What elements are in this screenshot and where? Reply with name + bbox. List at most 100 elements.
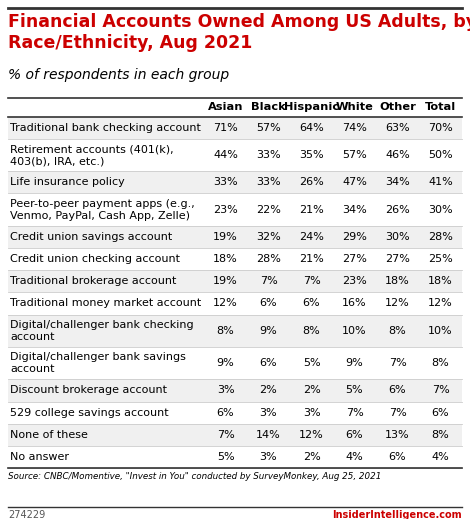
Bar — [8, 424, 462, 446]
Text: 7%: 7% — [217, 430, 235, 440]
Text: 23%: 23% — [342, 276, 367, 286]
Text: 274229: 274229 — [8, 510, 45, 519]
Text: 5%: 5% — [346, 386, 363, 395]
Text: Discount brokerage account: Discount brokerage account — [10, 386, 167, 395]
Bar — [8, 379, 462, 402]
Bar — [8, 402, 462, 424]
Text: 34%: 34% — [385, 177, 410, 187]
Text: 21%: 21% — [299, 254, 324, 264]
Text: 26%: 26% — [299, 177, 324, 187]
Text: 57%: 57% — [256, 123, 281, 133]
Text: 34%: 34% — [342, 204, 367, 215]
Text: 32%: 32% — [256, 232, 281, 242]
Text: 41%: 41% — [428, 177, 453, 187]
Text: 7%: 7% — [345, 407, 363, 418]
Text: 8%: 8% — [303, 326, 321, 336]
Text: 23%: 23% — [213, 204, 238, 215]
Text: 3%: 3% — [303, 407, 321, 418]
Text: InsiderIntelligence.com: InsiderIntelligence.com — [332, 510, 462, 519]
Text: Traditional money market account: Traditional money market account — [10, 298, 201, 308]
Text: Retirement accounts (401(k),
403(b), IRA, etc.): Retirement accounts (401(k), 403(b), IRA… — [10, 144, 173, 166]
Text: 46%: 46% — [385, 150, 410, 160]
Text: Black: Black — [251, 102, 286, 113]
Text: 6%: 6% — [389, 452, 406, 462]
Text: Traditional bank checking account: Traditional bank checking account — [10, 123, 201, 133]
Text: 7%: 7% — [389, 358, 407, 368]
Text: Life insurance policy: Life insurance policy — [10, 177, 125, 187]
Text: 9%: 9% — [259, 326, 277, 336]
Text: Credit union checking account: Credit union checking account — [10, 254, 180, 264]
Text: Asian: Asian — [208, 102, 243, 113]
Text: 6%: 6% — [260, 358, 277, 368]
Text: 7%: 7% — [259, 276, 277, 286]
Text: 27%: 27% — [342, 254, 367, 264]
Text: 6%: 6% — [346, 430, 363, 440]
Text: 57%: 57% — [342, 150, 367, 160]
Text: 19%: 19% — [213, 276, 238, 286]
Text: 12%: 12% — [299, 430, 324, 440]
Text: 47%: 47% — [342, 177, 367, 187]
Text: Hispanic: Hispanic — [284, 102, 339, 113]
Text: 3%: 3% — [260, 452, 277, 462]
Text: None of these: None of these — [10, 430, 88, 440]
Bar — [8, 446, 462, 468]
Text: 19%: 19% — [213, 232, 238, 242]
Text: 63%: 63% — [385, 123, 410, 133]
Text: 16%: 16% — [342, 298, 367, 308]
Text: 18%: 18% — [385, 276, 410, 286]
Text: 10%: 10% — [342, 326, 367, 336]
Text: 12%: 12% — [428, 298, 453, 308]
Text: 5%: 5% — [303, 358, 321, 368]
Text: 3%: 3% — [260, 407, 277, 418]
Text: 26%: 26% — [385, 204, 410, 215]
Text: 22%: 22% — [256, 204, 281, 215]
Text: 27%: 27% — [385, 254, 410, 264]
Text: % of respondents in each group: % of respondents in each group — [8, 68, 229, 82]
Text: 74%: 74% — [342, 123, 367, 133]
Text: 12%: 12% — [213, 298, 238, 308]
Bar — [8, 139, 462, 171]
Text: 8%: 8% — [431, 358, 449, 368]
Text: 6%: 6% — [431, 407, 449, 418]
Bar — [8, 347, 462, 379]
Bar — [8, 270, 462, 292]
Text: 70%: 70% — [428, 123, 453, 133]
Text: 33%: 33% — [213, 177, 238, 187]
Bar — [8, 226, 462, 248]
Text: 18%: 18% — [213, 254, 238, 264]
Text: Financial Accounts Owned Among US Adults, by
Race/Ethnicity, Aug 2021: Financial Accounts Owned Among US Adults… — [8, 13, 470, 52]
Text: 14%: 14% — [256, 430, 281, 440]
Bar — [8, 292, 462, 315]
Text: 24%: 24% — [299, 232, 324, 242]
Text: 35%: 35% — [299, 150, 324, 160]
Text: Digital/challenger bank checking
account: Digital/challenger bank checking account — [10, 320, 194, 342]
Text: 9%: 9% — [345, 358, 363, 368]
Text: 21%: 21% — [299, 204, 324, 215]
Bar — [8, 315, 462, 347]
Text: 28%: 28% — [428, 232, 453, 242]
Text: 33%: 33% — [256, 177, 281, 187]
Text: 71%: 71% — [213, 123, 238, 133]
Text: 64%: 64% — [299, 123, 324, 133]
Text: 8%: 8% — [431, 430, 449, 440]
Text: 30%: 30% — [385, 232, 410, 242]
Text: Traditional brokerage account: Traditional brokerage account — [10, 276, 176, 286]
Bar — [8, 194, 462, 226]
Bar — [8, 117, 462, 139]
Text: 5%: 5% — [217, 452, 235, 462]
Text: 6%: 6% — [260, 298, 277, 308]
Text: Source: CNBC/Momentive, "Invest in You" conducted by SurveyMonkey, Aug 25, 2021: Source: CNBC/Momentive, "Invest in You" … — [8, 472, 381, 481]
Text: No answer: No answer — [10, 452, 69, 462]
Text: 25%: 25% — [428, 254, 453, 264]
Text: 8%: 8% — [217, 326, 235, 336]
Text: White: White — [336, 102, 374, 113]
Text: 9%: 9% — [217, 358, 235, 368]
Text: 4%: 4% — [345, 452, 363, 462]
Text: 12%: 12% — [385, 298, 410, 308]
Text: 2%: 2% — [303, 386, 321, 395]
Text: 2%: 2% — [259, 386, 277, 395]
Text: Credit union savings account: Credit union savings account — [10, 232, 172, 242]
Text: Peer-to-peer payment apps (e.g.,
Venmo, PayPal, Cash App, Zelle): Peer-to-peer payment apps (e.g., Venmo, … — [10, 199, 195, 221]
Text: Digital/challenger bank savings
account: Digital/challenger bank savings account — [10, 352, 186, 374]
Text: 13%: 13% — [385, 430, 410, 440]
